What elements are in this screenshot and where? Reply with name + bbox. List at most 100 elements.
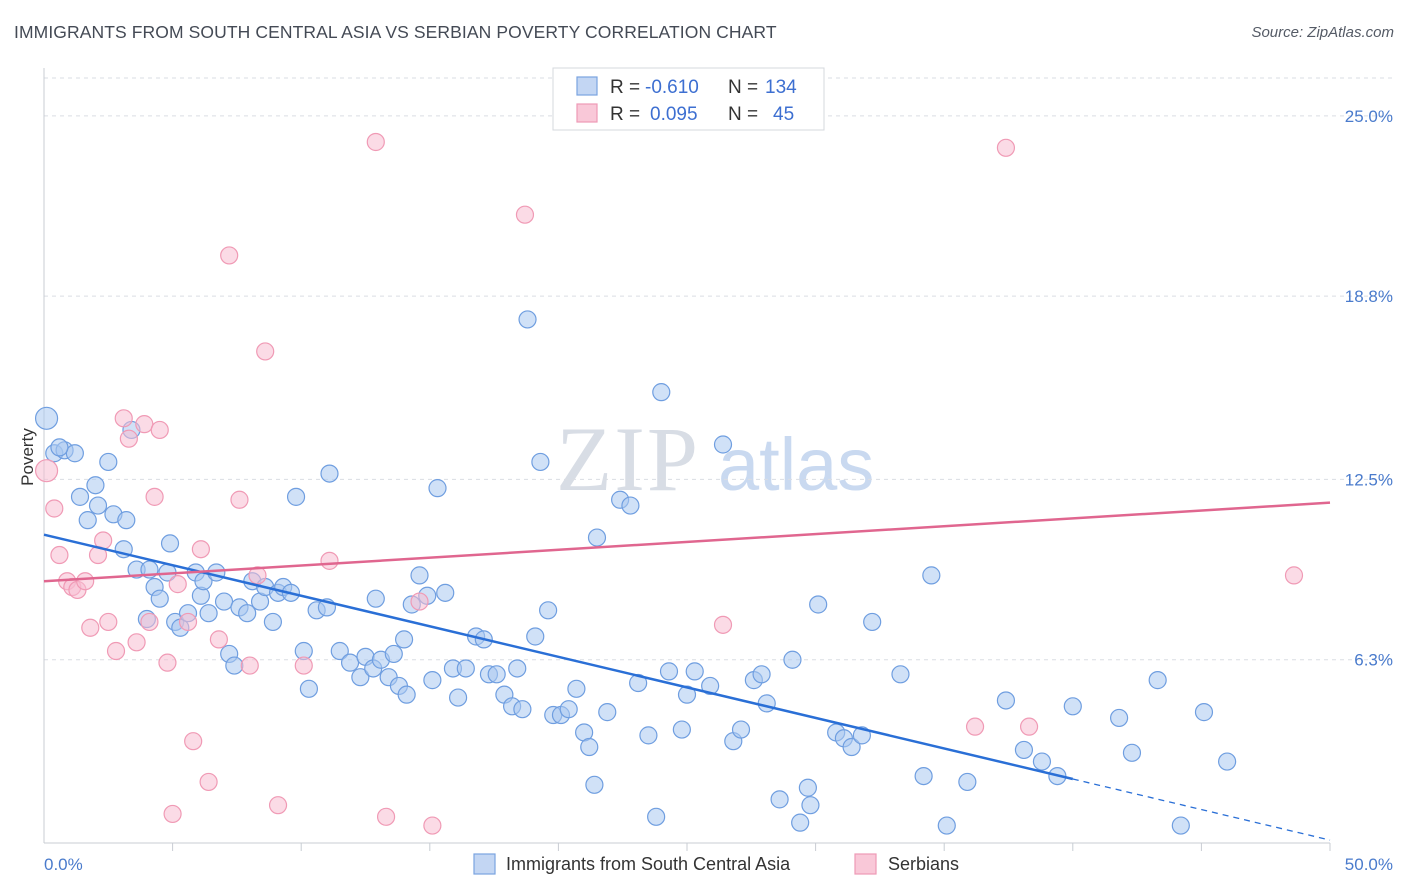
point-south-central-asia — [340, 653, 360, 672]
point-serbians — [256, 342, 275, 361]
point-serbians — [320, 551, 339, 570]
point-south-central-asia — [366, 589, 385, 608]
point-serbians — [50, 545, 69, 565]
point-south-central-asia — [585, 775, 604, 794]
point-south-central-asia — [922, 566, 941, 585]
point-south-central-asia — [531, 452, 550, 472]
point-south-central-asia — [783, 650, 802, 669]
point-serbians — [294, 656, 313, 675]
point-south-central-asia — [286, 487, 306, 506]
point-south-central-asia — [410, 566, 429, 585]
legend-n-label-1: N = — [728, 77, 758, 98]
point-serbians — [145, 487, 164, 506]
point-south-central-asia — [351, 668, 370, 687]
chart-title: IMMIGRANTS FROM SOUTH CENTRAL ASIA VS SE… — [14, 22, 777, 42]
point-serbians — [199, 772, 218, 792]
trend-lines — [43, 501, 1331, 841]
point-south-central-asia — [320, 464, 339, 483]
legend-box — [552, 67, 825, 131]
point-south-central-asia — [99, 452, 118, 472]
point-south-central-asia — [752, 665, 771, 684]
correlation-legend: R = -0.610 N = 134 R = 0.095 N = 45 — [552, 67, 825, 131]
y-tick-label: 25.0% — [1345, 107, 1393, 126]
point-serbians — [45, 499, 64, 518]
trend-line-south-central-asia — [43, 533, 1074, 781]
point-south-central-asia — [86, 476, 105, 495]
legend-n-value-2: 45 — [773, 104, 794, 125]
point-serbians — [248, 566, 267, 585]
point-south-central-asia — [225, 656, 244, 675]
point-south-central-asia — [659, 662, 679, 681]
point-serbians — [34, 459, 59, 483]
point-south-central-asia — [539, 601, 558, 620]
point-south-central-asia — [937, 816, 956, 835]
legend-r-label-2: R = — [610, 104, 640, 125]
series-south-central-asia — [34, 310, 1237, 835]
point-south-central-asia — [1109, 708, 1129, 728]
legend-r-value-1: -0.610 — [645, 77, 699, 98]
point-south-central-asia — [958, 772, 977, 792]
point-south-central-asia — [1218, 752, 1237, 771]
point-south-central-asia — [1032, 752, 1052, 771]
point-south-central-asia — [448, 688, 468, 707]
point-south-central-asia — [713, 435, 733, 454]
point-south-central-asia — [842, 737, 861, 757]
point-south-central-asia — [914, 766, 933, 786]
point-south-central-asia — [518, 310, 537, 329]
legend-r-value-2: 0.095 — [650, 104, 698, 125]
point-south-central-asia — [160, 534, 180, 553]
axes — [43, 68, 1331, 851]
grid-lines — [44, 77, 1395, 661]
bottom-legend-swatch-pink — [854, 853, 877, 875]
point-south-central-asia — [384, 644, 403, 664]
point-south-central-asia — [891, 665, 910, 684]
point-serbians — [376, 807, 396, 826]
point-serbians — [114, 409, 133, 428]
point-south-central-asia — [207, 563, 226, 582]
point-south-central-asia — [1063, 697, 1082, 716]
point-serbians — [230, 490, 249, 509]
point-south-central-asia — [647, 807, 666, 826]
point-serbians — [158, 653, 177, 672]
point-serbians — [965, 717, 985, 736]
point-south-central-asia — [1171, 816, 1190, 835]
point-south-central-asia — [78, 511, 97, 530]
trend-line-south-central-asia-extension — [1072, 778, 1331, 841]
point-south-central-asia — [791, 813, 810, 832]
point-south-central-asia — [598, 703, 617, 722]
point-serbians — [135, 415, 154, 434]
point-serbians — [178, 612, 198, 632]
point-south-central-asia — [487, 665, 506, 684]
point-south-central-asia — [1014, 740, 1034, 760]
point-south-central-asia — [652, 383, 671, 402]
point-serbians — [366, 132, 385, 152]
y-axis-label: Poverty — [18, 428, 37, 486]
point-serbians — [99, 612, 118, 632]
point-serbians — [140, 612, 159, 632]
point-serbians — [515, 205, 535, 224]
point-serbians — [127, 633, 146, 652]
point-serbians — [220, 246, 239, 265]
point-south-central-asia — [238, 604, 257, 623]
legend-swatch-pink — [576, 103, 598, 123]
point-serbians — [1019, 717, 1039, 736]
point-south-central-asia — [70, 487, 90, 506]
point-south-central-asia — [1148, 671, 1167, 690]
point-south-central-asia — [330, 641, 349, 661]
point-south-central-asia — [456, 659, 475, 678]
point-serbians — [410, 592, 429, 611]
point-serbians — [1284, 566, 1304, 585]
point-south-central-asia — [214, 592, 234, 611]
y-tick-labels: 6.3% 12.5% 18.8% 25.0% — [1345, 107, 1393, 670]
point-south-central-asia — [508, 659, 527, 678]
point-south-central-asia — [801, 796, 820, 815]
point-serbians — [150, 420, 169, 440]
bottom-legend-label-blue: Immigrants from South Central Asia — [506, 854, 791, 874]
point-serbians — [268, 796, 288, 815]
point-south-central-asia — [199, 604, 218, 623]
point-south-central-asia — [88, 496, 108, 515]
point-south-central-asia — [65, 444, 84, 463]
point-south-central-asia — [436, 583, 455, 602]
y-tick-label: 12.5% — [1345, 470, 1393, 489]
point-south-central-asia — [996, 691, 1016, 710]
